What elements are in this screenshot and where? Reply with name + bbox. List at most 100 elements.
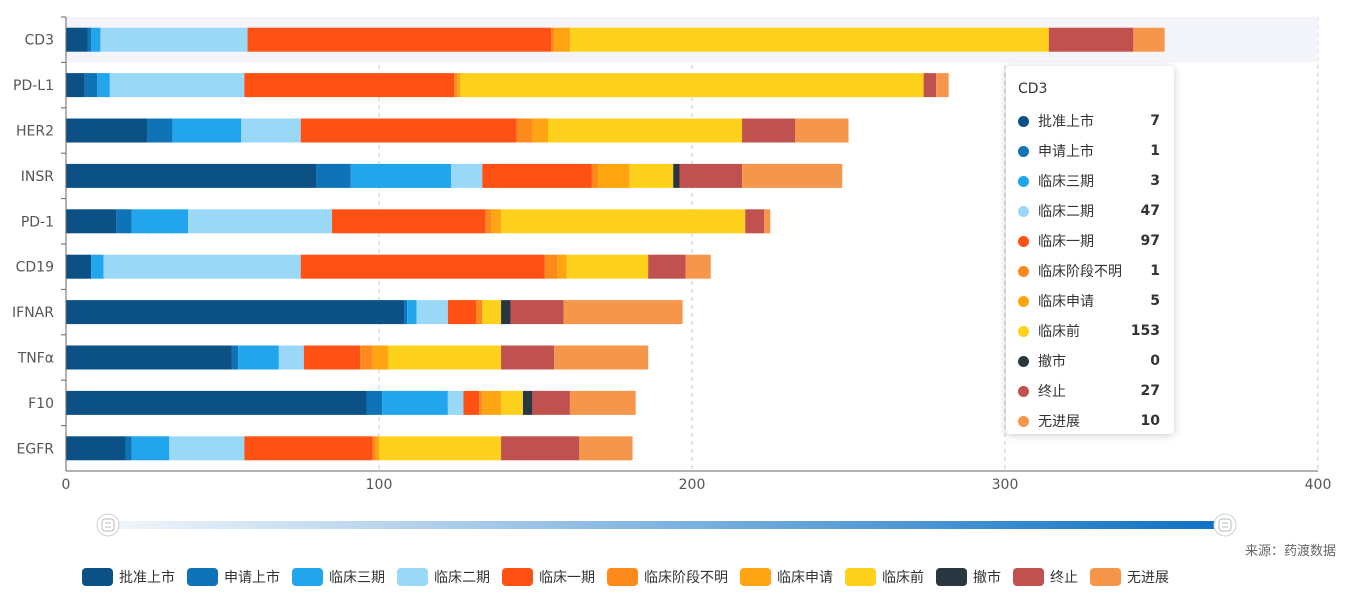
bar-f10-申请上市[interactable]: [366, 390, 383, 415]
datazoom-slider[interactable]: [96, 513, 1237, 537]
bar-pd-1-临床一期[interactable]: [332, 209, 486, 234]
bar-ifnar-终止[interactable]: [510, 300, 564, 325]
bar-egfr-临床一期[interactable]: [244, 436, 373, 461]
bar-pd-l1-临床申请[interactable]: [457, 73, 461, 98]
bar-her2-申请上市[interactable]: [147, 118, 173, 143]
bar-tnf-临床前[interactable]: [388, 345, 502, 370]
bar-egfr-无进展[interactable]: [579, 436, 633, 461]
bar-f10-撤市[interactable]: [522, 390, 533, 415]
legend-item-1[interactable]: 申请上市: [187, 568, 280, 586]
datazoom-right-handle[interactable]: [1213, 513, 1237, 537]
bar-pd-1-申请上市[interactable]: [116, 209, 132, 234]
bar-her2-临床三期[interactable]: [172, 118, 242, 143]
bar-tnf-临床申请[interactable]: [372, 345, 389, 370]
bar-pd-l1-批准上市[interactable]: [66, 73, 85, 98]
bar-cd3-批准上市[interactable]: [66, 27, 88, 52]
bar-pd-l1-申请上市[interactable]: [84, 73, 98, 98]
bar-her2-临床申请[interactable]: [532, 118, 549, 143]
bar-her2-临床二期[interactable]: [241, 118, 301, 143]
bar-insr-终止[interactable]: [679, 163, 743, 188]
bar-ifnar-申请上市[interactable]: [404, 300, 408, 325]
bar-pd-l1-临床一期[interactable]: [244, 73, 455, 98]
legend-item-2[interactable]: 临床三期: [292, 568, 385, 586]
bar-tnf-临床一期[interactable]: [303, 345, 361, 370]
bar-tnf-临床阶段不明[interactable]: [360, 345, 373, 370]
bar-insr-临床三期[interactable]: [350, 163, 451, 188]
bar-pd-1-临床二期[interactable]: [188, 209, 333, 234]
legend-item-8[interactable]: 撤市: [936, 568, 1001, 586]
bar-egfr-临床二期[interactable]: [169, 436, 245, 461]
bar-pd-1-无进展[interactable]: [763, 209, 771, 234]
legend-item-6[interactable]: 临床申请: [740, 568, 833, 586]
bar-insr-临床阶段不明[interactable]: [591, 163, 599, 188]
bar-pd-l1-临床二期[interactable]: [109, 73, 245, 98]
bar-pd-1-临床阶段不明[interactable]: [485, 209, 492, 234]
bar-pd-l1-临床三期[interactable]: [97, 73, 110, 98]
legend[interactable]: 批准上市 申请上市 临床三期 临床二期 临床一期 临床阶段不明 临床申请 临床前 撤市 终止 无进展: [82, 568, 1169, 586]
bar-insr-批准上市[interactable]: [66, 163, 317, 188]
bar-pd-1-临床前[interactable]: [501, 209, 746, 234]
bar-egfr-申请上市[interactable]: [125, 436, 132, 461]
bar-egfr-临床阶段不明[interactable]: [372, 436, 376, 461]
bar-insr-临床二期[interactable]: [450, 163, 483, 188]
legend-item-4[interactable]: 临床一期: [502, 568, 595, 586]
bar-tnf-批准上市[interactable]: [66, 345, 232, 370]
bar-pd-1-终止[interactable]: [745, 209, 764, 234]
bar-insr-临床申请[interactable]: [598, 163, 630, 188]
bar-f10-临床二期[interactable]: [447, 390, 464, 415]
bar-cd19-临床阶段不明[interactable]: [544, 254, 558, 279]
bar-ifnar-无进展[interactable]: [563, 300, 683, 325]
bar-cd3-无进展[interactable]: [1133, 27, 1165, 52]
bar-f10-临床三期[interactable]: [382, 390, 448, 415]
legend-item-0[interactable]: 批准上市: [82, 568, 175, 586]
bar-cd3-临床一期[interactable]: [247, 27, 552, 52]
bar-insr-撤市[interactable]: [673, 163, 680, 188]
bar-cd3-临床申请[interactable]: [554, 27, 570, 52]
bar-pd-1-批准上市[interactable]: [66, 209, 117, 234]
datazoom-left-handle[interactable]: [96, 513, 120, 537]
bar-egfr-批准上市[interactable]: [66, 436, 126, 461]
bar-ifnar-临床三期[interactable]: [407, 300, 417, 325]
bar-pd-1-临床申请[interactable]: [491, 209, 502, 234]
bar-egfr-临床申请[interactable]: [375, 436, 379, 461]
bar-cd19-临床三期[interactable]: [91, 254, 104, 279]
bar-insr-申请上市[interactable]: [316, 163, 351, 188]
bar-her2-临床前[interactable]: [548, 118, 743, 143]
legend-item-3[interactable]: 临床二期: [397, 568, 490, 586]
bar-insr-临床一期[interactable]: [482, 163, 592, 188]
bar-her2-临床一期[interactable]: [300, 118, 517, 143]
bar-f10-批准上市[interactable]: [66, 390, 367, 415]
legend-item-5[interactable]: 临床阶段不明: [607, 568, 728, 586]
bar-pd-l1-无进展[interactable]: [936, 73, 949, 98]
bar-insr-无进展[interactable]: [742, 163, 843, 188]
bar-f10-临床申请[interactable]: [482, 390, 502, 415]
bar-cd19-临床二期[interactable]: [103, 254, 301, 279]
bar-her2-临床阶段不明[interactable]: [516, 118, 533, 143]
bar-cd3-申请上市[interactable]: [87, 27, 92, 52]
bar-cd3-终止[interactable]: [1048, 27, 1134, 52]
legend-item-9[interactable]: 终止: [1013, 568, 1078, 586]
bar-egfr-临床三期[interactable]: [131, 436, 170, 461]
datazoom-filler[interactable]: [108, 521, 1225, 529]
bar-tnf-终止[interactable]: [501, 345, 555, 370]
bar-f10-临床前[interactable]: [501, 390, 523, 415]
bar-tnf-申请上市[interactable]: [231, 345, 239, 370]
bar-ifnar-批准上市[interactable]: [66, 300, 405, 325]
bar-cd19-临床一期[interactable]: [300, 254, 545, 279]
bar-insr-临床前[interactable]: [629, 163, 674, 188]
bar-ifnar-撤市[interactable]: [501, 300, 511, 325]
bar-f10-无进展[interactable]: [569, 390, 636, 415]
legend-item-7[interactable]: 临床前: [845, 568, 924, 586]
bar-tnf-临床二期[interactable]: [278, 345, 304, 370]
bar-cd19-批准上市[interactable]: [66, 254, 92, 279]
bar-cd3-临床前[interactable]: [569, 27, 1049, 52]
bar-ifnar-临床一期[interactable]: [447, 300, 477, 325]
bar-egfr-临床前[interactable]: [379, 436, 502, 461]
bar-cd19-终止[interactable]: [648, 254, 686, 279]
bar-pd-l1-终止[interactable]: [923, 73, 937, 98]
bar-cd19-临床申请[interactable]: [557, 254, 567, 279]
bar-egfr-终止[interactable]: [501, 436, 580, 461]
bar-tnf-临床三期[interactable]: [238, 345, 279, 370]
bar-tnf-无进展[interactable]: [554, 345, 649, 370]
bar-pd-l1-临床阶段不明[interactable]: [454, 73, 458, 98]
